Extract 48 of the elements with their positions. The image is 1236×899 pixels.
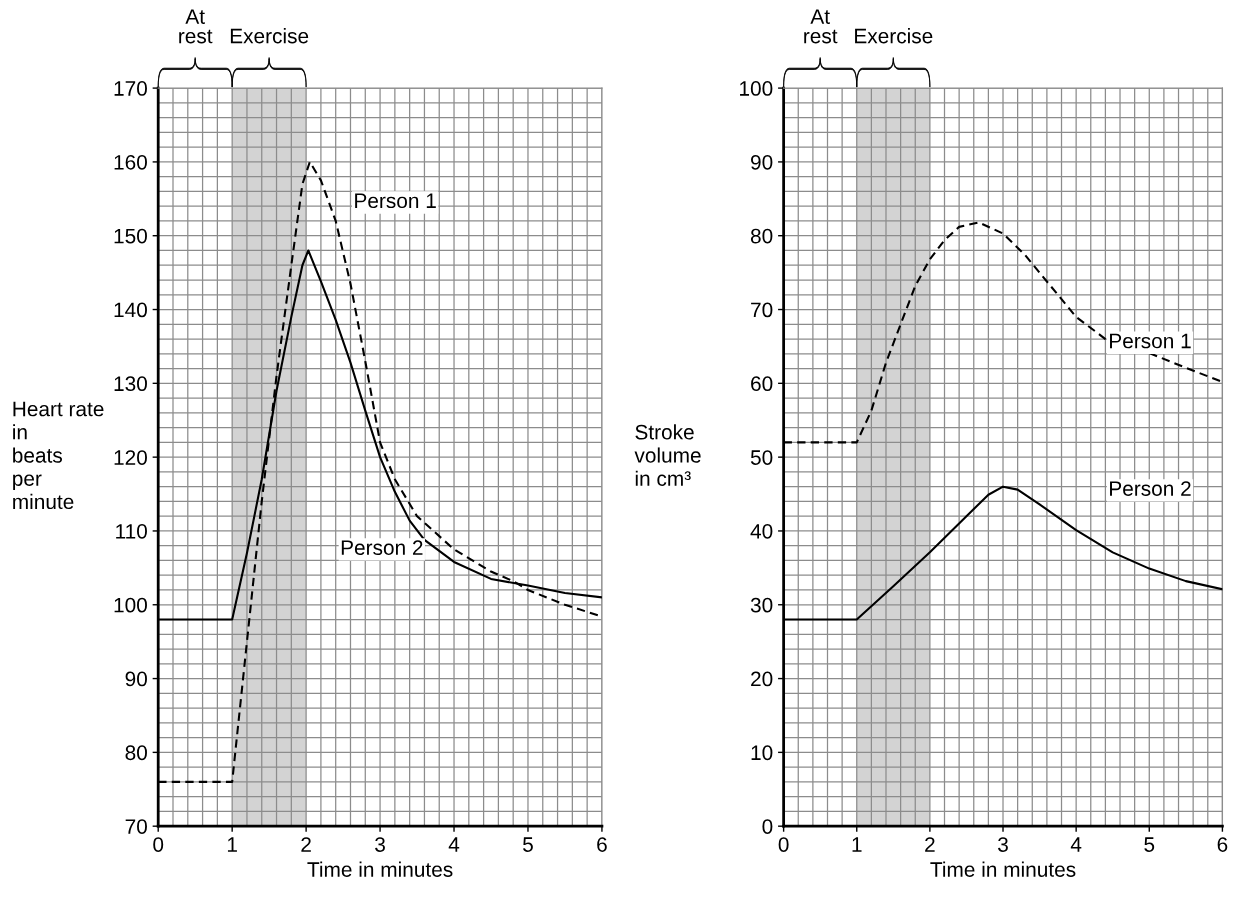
text: Person 2	[1110, 481, 1191, 496]
series-label: Person 1	[355, 193, 436, 209]
y-tick-label: 40	[750, 523, 773, 539]
x-tick-label: 2	[925, 837, 935, 852]
x-tick-label: 3	[375, 837, 385, 852]
y-tick-label: 80	[750, 228, 773, 244]
text: At rest	[804, 9, 838, 44]
x-tick-label: 5	[523, 837, 533, 852]
y-tick-label: 60	[751, 376, 773, 392]
series-label: Person 1	[1110, 333, 1191, 349]
y-tick-label: 100	[740, 81, 773, 96]
y-tick-label: 0	[762, 819, 773, 834]
y-tick-label: 110	[116, 523, 147, 539]
y-tick-label: 50	[750, 450, 773, 465]
y-tick-label: 90	[125, 671, 147, 687]
x-tick-label: 5	[1144, 837, 1155, 852]
y-tick-label: 10	[751, 745, 773, 761]
band-label: Exercise	[855, 28, 933, 44]
x-tick-label: 0	[153, 837, 164, 852]
x-tick-label: 6	[597, 837, 607, 852]
text: At rest	[179, 9, 213, 44]
x-tick-label: 6	[1217, 837, 1228, 852]
y-axis-title: Stroke volume in cm³	[634, 424, 701, 486]
y-axis-title: Heart rate in beats per minute	[13, 401, 104, 510]
y-tick-label: 30	[750, 597, 773, 613]
y-tick-label: 130	[114, 376, 147, 392]
y-tick-label: 70	[751, 302, 773, 318]
x-tick-label: 4	[448, 837, 460, 852]
x-tick-label: 1	[227, 837, 237, 852]
y-tick-label: 100	[114, 597, 147, 613]
x-tick-label: 3	[998, 837, 1008, 852]
y-tick-label: 140	[114, 302, 147, 318]
y-tick-label: 80	[125, 745, 147, 761]
y-tick-label: 70	[125, 819, 147, 834]
y-tick-label: 160	[114, 154, 147, 170]
x-axis-title: Time in minutes	[930, 861, 1076, 877]
x-tick-label: 1	[852, 837, 862, 852]
y-tick-label: 150	[114, 228, 147, 244]
y-tick-label: 90	[751, 154, 773, 170]
x-tick-label: 0	[778, 837, 789, 852]
y-tick-label: 170	[114, 81, 147, 96]
x-axis-title: Time in minutes	[307, 861, 453, 877]
x-tick-label: 2	[301, 837, 311, 852]
series-label: Person 2	[341, 540, 423, 555]
y-tick-label: 120	[114, 450, 147, 465]
x-tick-label: 4	[1070, 837, 1082, 852]
band-label: Exercise	[230, 28, 309, 44]
y-tick-label: 20	[751, 671, 773, 687]
